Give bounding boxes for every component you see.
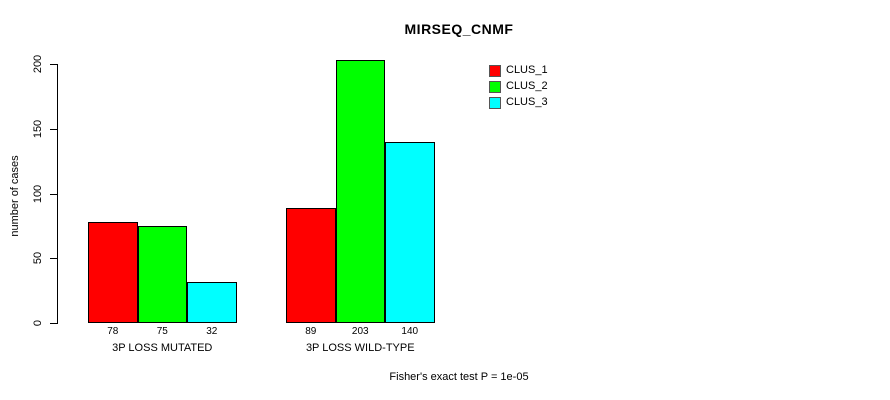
y-tick-label: 100 — [32, 184, 44, 203]
bar-value-label: 32 — [206, 326, 218, 337]
legend-label: CLUS_1 — [506, 64, 548, 76]
chart-title: MIRSEQ_CNMF — [404, 21, 514, 37]
y-tick-label: 50 — [32, 252, 44, 265]
category-label: 3P LOSS WILD-TYPE — [305, 342, 415, 354]
y-tick-label: 0 — [32, 319, 44, 327]
bar-value-label: 89 — [305, 326, 317, 337]
legend-swatch — [489, 81, 501, 93]
bar-value-label: 75 — [156, 326, 168, 337]
bar — [187, 281, 237, 323]
y-tick — [50, 64, 57, 65]
bar — [385, 141, 435, 323]
category-label: 3P LOSS MUTATED — [112, 342, 213, 354]
y-axis-title: number of cases — [9, 155, 21, 237]
bar-value-label: 203 — [351, 326, 369, 337]
y-tick-label: 200 — [32, 54, 44, 74]
y-tick-label: 150 — [32, 119, 44, 138]
y-tick — [50, 128, 57, 130]
y-tick — [50, 258, 57, 260]
legend-label: CLUS_3 — [506, 96, 548, 108]
bar — [137, 225, 187, 323]
bar — [88, 221, 138, 323]
y-tick — [50, 193, 57, 195]
bar — [335, 60, 385, 323]
bar — [286, 207, 336, 323]
legend-swatch — [489, 97, 501, 109]
footnote: Fisher's exact test P = 1e-05 — [389, 371, 529, 383]
y-tick — [50, 323, 57, 324]
bar-value-label: 78 — [107, 326, 119, 337]
legend-label: CLUS_2 — [506, 80, 548, 92]
y-axis-line — [57, 64, 58, 324]
legend-swatch — [489, 65, 501, 77]
bar-value-label: 140 — [401, 326, 419, 337]
